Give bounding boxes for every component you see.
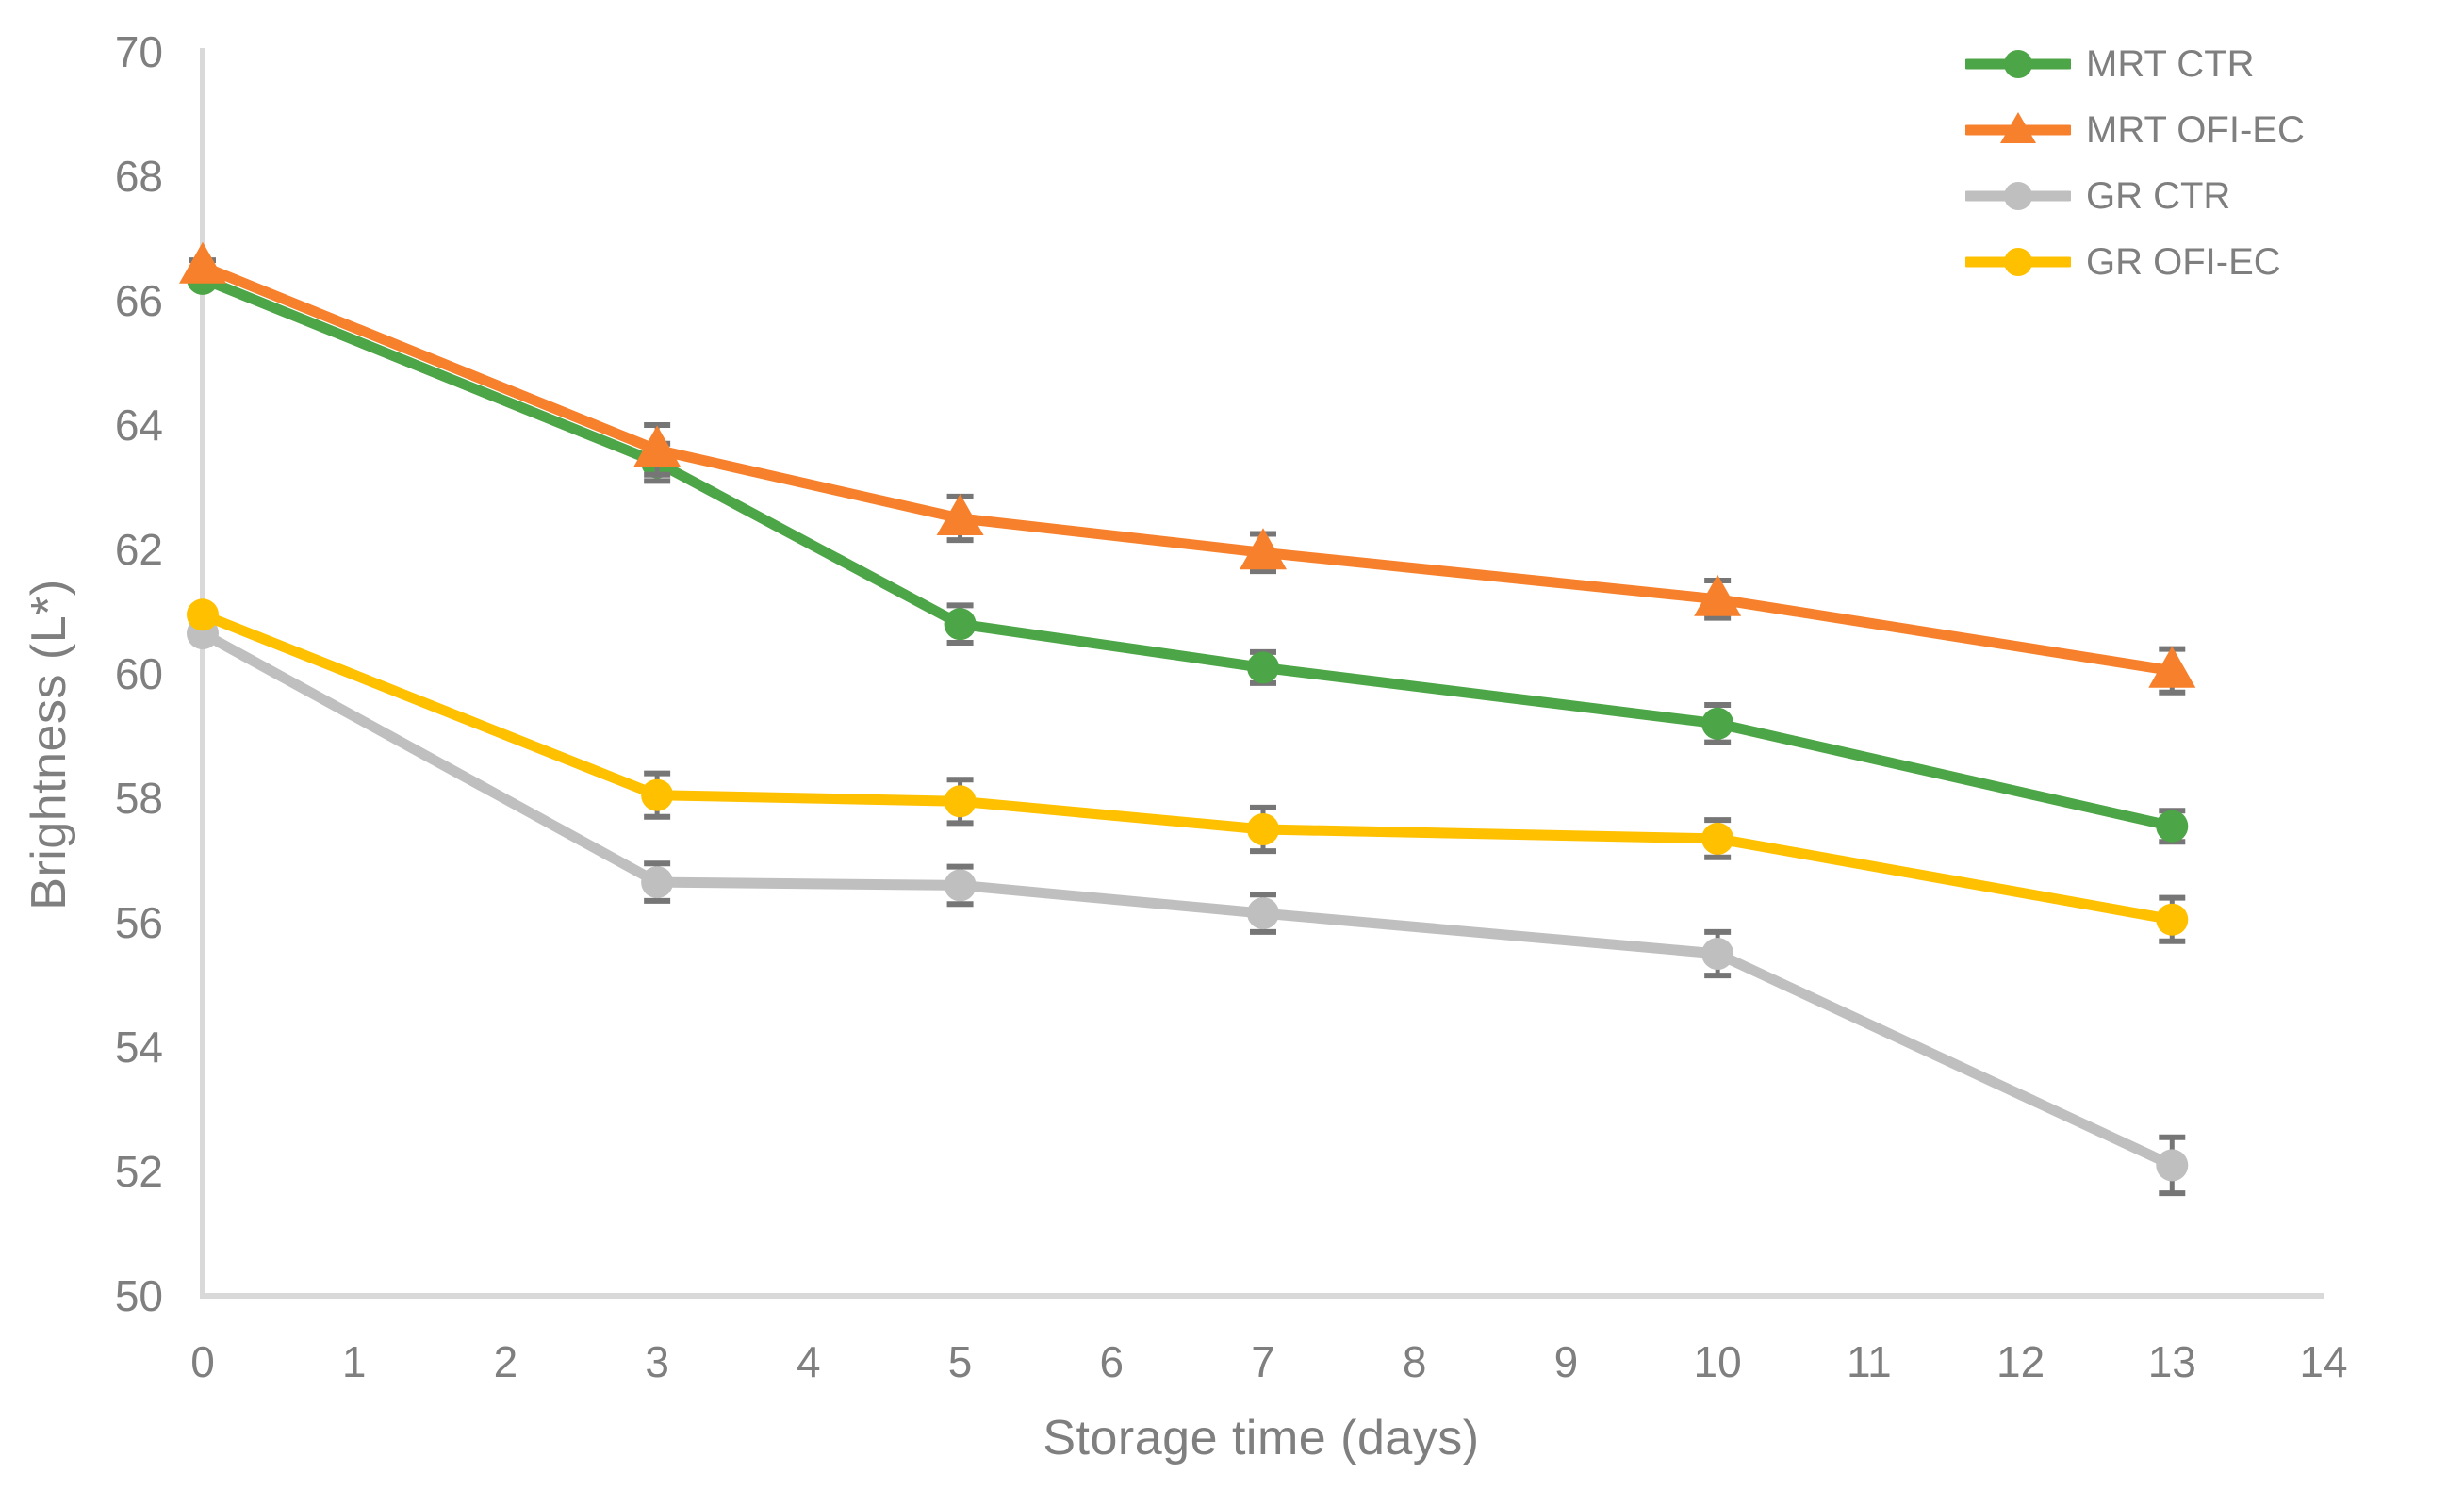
y-tick-label: 64 (115, 401, 163, 450)
data-point-marker-gr-ofi-ec (641, 778, 674, 811)
legend-item-mrt-ofi-ec: MRT OFI-EC (1965, 109, 2305, 151)
legend-label: MRT CTR (2086, 42, 2255, 85)
data-point-marker-gr-ctr (944, 869, 977, 902)
data-point-marker-gr-ofi-ec (1701, 822, 1734, 855)
legend-swatch-icon (1965, 182, 2071, 210)
legend-marker (2000, 112, 2036, 143)
data-point-marker-mrt-ofi-ec (179, 241, 226, 284)
data-point-marker-gr-ofi-ec (187, 598, 219, 631)
data-point-marker-gr-ctr (641, 866, 674, 899)
y-tick-label: 54 (115, 1023, 163, 1072)
series-line-mrt-ofi-ec (197, 261, 2177, 677)
x-tick-label: 1 (342, 1337, 367, 1386)
legend-item-gr-ofi-ec: GR OFI-EC (1965, 241, 2305, 283)
x-tick-label: 11 (1847, 1337, 1892, 1386)
y-tick-label: 58 (115, 774, 163, 823)
data-point-marker-gr-ctr (1701, 938, 1734, 970)
y-tick-label: 62 (115, 525, 163, 574)
x-tick-label: 5 (948, 1337, 973, 1386)
y-tick-label: 52 (115, 1147, 163, 1196)
y-tick-label: 50 (115, 1271, 163, 1320)
x-tick-label: 14 (2299, 1337, 2347, 1386)
series-line-gr-ctr (197, 628, 2177, 1170)
data-point-marker-mrt-ofi-ec (1694, 574, 1742, 616)
data-point-marker-mrt-ctr (2156, 810, 2189, 843)
data-point-marker-gr-ofi-ec (1247, 813, 1279, 845)
x-axis-title: Storage time (days) (1043, 1411, 1480, 1465)
series-line-mrt-ctr (197, 273, 2177, 832)
y-tick-label: 60 (115, 649, 163, 698)
x-tick-label: 4 (797, 1337, 821, 1386)
data-point-marker-gr-ctr (1247, 897, 1279, 930)
data-point-marker-gr-ctr (2156, 1149, 2189, 1182)
legend-label: MRT OFI-EC (2086, 108, 2305, 151)
y-axis-title: Brightness (L*) (22, 579, 76, 910)
x-tick-label: 12 (1996, 1337, 2045, 1386)
data-point-marker-gr-ofi-ec (944, 785, 977, 818)
legend-item-mrt-ctr: MRT CTR (1965, 43, 2305, 85)
x-tick-label: 13 (2148, 1337, 2196, 1386)
legend-marker (2004, 248, 2032, 276)
legend-swatch-icon (1965, 50, 2071, 78)
legend-marker (2004, 50, 2032, 78)
legend-marker (2004, 182, 2032, 210)
data-point-marker-mrt-ofi-ec (2148, 646, 2196, 688)
x-tick-label: 0 (190, 1337, 215, 1386)
x-tick-label: 3 (645, 1337, 669, 1386)
y-tick-label: 66 (115, 276, 163, 325)
data-point-marker-mrt-ofi-ec (936, 494, 984, 535)
legend-swatch-icon (1965, 248, 2071, 276)
y-tick-label: 70 (115, 27, 163, 76)
legend-item-gr-ctr: GR CTR (1965, 175, 2305, 217)
y-tick-label: 56 (115, 898, 163, 947)
legend-label: GR CTR (2086, 174, 2231, 217)
series-line-gr-ofi-ec (197, 609, 2177, 925)
y-tick-label: 68 (115, 152, 163, 201)
legend-label: GR OFI-EC (2086, 240, 2281, 283)
data-point-marker-gr-ofi-ec (2156, 903, 2189, 936)
x-tick-label: 10 (1694, 1337, 1742, 1386)
data-point-marker-mrt-ofi-ec (633, 425, 682, 467)
x-tick-label: 8 (1403, 1337, 1427, 1386)
x-tick-label: 6 (1099, 1337, 1124, 1386)
data-point-marker-mrt-ofi-ec (1240, 528, 1287, 570)
x-tick-label: 9 (1554, 1337, 1579, 1386)
data-point-marker-mrt-ctr (1701, 707, 1734, 740)
data-point-marker-mrt-ctr (1247, 651, 1279, 684)
x-tick-label: 2 (494, 1337, 518, 1386)
legend-swatch-icon (1965, 112, 2071, 143)
data-point-marker-mrt-ctr (944, 608, 977, 641)
x-tick-label: 7 (1251, 1337, 1275, 1386)
legend: MRT CTR MRT OFI-EC GR CTR GR OFI-EC (1965, 43, 2305, 283)
